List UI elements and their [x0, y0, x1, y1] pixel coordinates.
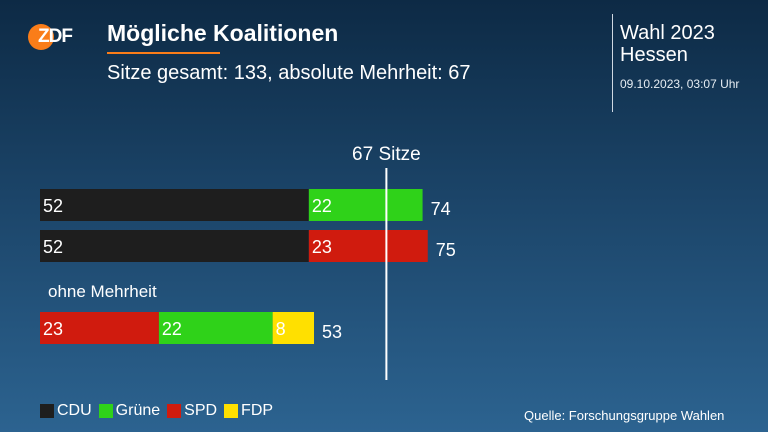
logo-circle — [28, 24, 54, 50]
group-label: ohne Mehrheit — [48, 282, 157, 301]
bar-cdu-row2 — [40, 230, 309, 262]
row-total-label: 53 — [322, 322, 342, 342]
legend-item: Grüne — [98, 402, 161, 420]
bar-value-label: 52 — [43, 196, 63, 216]
bar-value-label: 8 — [276, 319, 286, 339]
source-note: Quelle: Forschungsgruppe Wahlen — [524, 408, 725, 423]
election-year: Wahl 2023 — [620, 22, 715, 44]
legend-label: Grüne — [115, 402, 161, 419]
legend-item: FDP — [224, 402, 273, 420]
legend-label: SPD — [184, 402, 218, 419]
legend-swatch — [224, 404, 239, 418]
bar-value-label: 23 — [43, 319, 63, 339]
bar-spd-row3 — [40, 312, 159, 344]
logo-text: ZDF — [38, 26, 73, 47]
bar-spd-row2 — [308, 230, 428, 262]
bar-cdu-row1 — [40, 189, 309, 221]
bar-value-label: 23 — [312, 237, 332, 257]
legend: CDU Grüne SPD FDP — [40, 402, 273, 420]
bar-value-label: 22 — [312, 196, 332, 216]
legend-swatch — [98, 404, 113, 418]
bar-gruene-row3 — [158, 312, 273, 344]
chart-title: Mögliche Koalitionen — [107, 20, 339, 46]
legend-swatch — [40, 404, 54, 418]
bar-value-label: 52 — [43, 237, 63, 257]
bar-value-label: 22 — [162, 319, 182, 339]
row-total-label: 75 — [436, 240, 456, 260]
legend-label: CDU — [57, 402, 92, 419]
legend-label: FDP — [241, 402, 274, 419]
bars-layer: 52 22 74 52 23 75 23 22 8 53 — [40, 189, 456, 344]
legend-item: SPD — [167, 402, 217, 420]
zdf-logo: ZDF — [28, 24, 80, 50]
election-state: Hessen — [620, 44, 688, 66]
legend-swatch — [167, 404, 182, 418]
timestamp: 09.10.2023, 03:07 Uhr — [620, 77, 740, 91]
majority-threshold-label: 67 Sitze — [352, 144, 421, 165]
row-total-label: 74 — [431, 199, 451, 219]
election-name: Wahl 2023 Hessen — [620, 22, 715, 66]
bar-gruene-row1 — [308, 189, 423, 221]
title-underline — [107, 52, 220, 54]
legend-item: CDU — [40, 402, 92, 420]
chart-subtitle: Sitze gesamt: 133, absolute Mehrheit: 67 — [107, 62, 471, 84]
header-divider — [612, 14, 613, 112]
bar-fdp-row3 — [272, 312, 315, 344]
